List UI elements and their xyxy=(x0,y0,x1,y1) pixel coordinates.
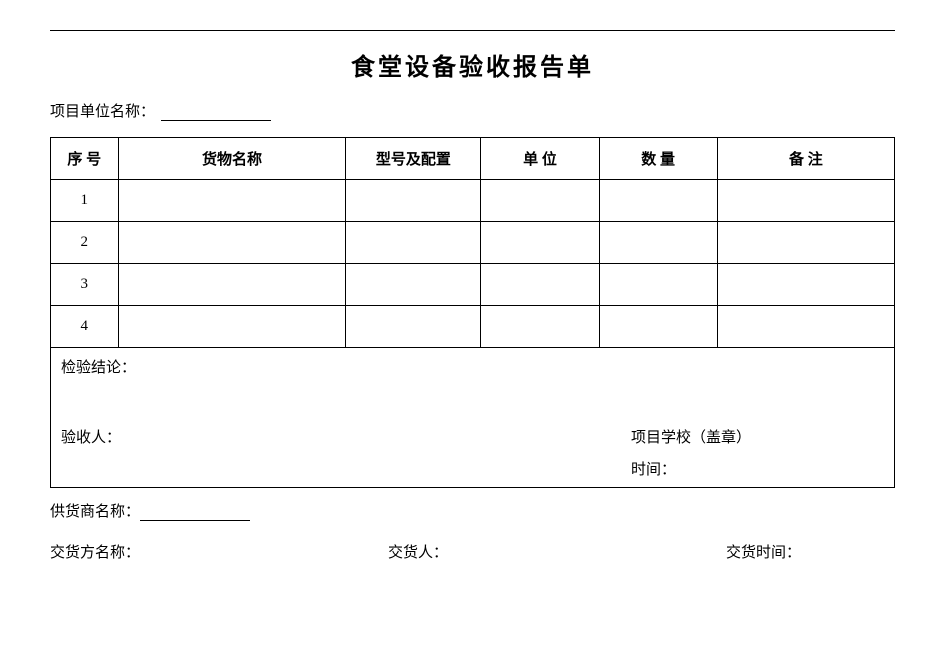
conclusion-cell: 检验结论： 验收人： 项目学校（盖章） 时间： xyxy=(51,348,895,488)
conclusion-label: 检验结论： xyxy=(61,356,136,377)
cell-unit xyxy=(481,180,599,222)
cell-qty xyxy=(599,264,717,306)
table-header-row: 序 号 货物名称 型号及配置 单 位 数 量 备 注 xyxy=(51,138,895,180)
table-row: 2 xyxy=(51,222,895,264)
col-header-seq: 序 号 xyxy=(51,138,119,180)
col-header-qty: 数 量 xyxy=(599,138,717,180)
conclusion-time-label: 时间： xyxy=(631,458,676,479)
cell-qty xyxy=(599,222,717,264)
delivery-person-label: 交货人： xyxy=(388,541,726,562)
cell-model xyxy=(346,264,481,306)
cell-model xyxy=(346,222,481,264)
cell-seq: 2 xyxy=(51,222,119,264)
cell-name xyxy=(118,180,346,222)
cell-model xyxy=(346,306,481,348)
project-unit-label: 项目单位名称： xyxy=(50,100,155,121)
cell-name xyxy=(118,264,346,306)
school-seal-label: 项目学校（盖章） xyxy=(631,426,751,447)
cell-model xyxy=(346,180,481,222)
col-header-unit: 单 位 xyxy=(481,138,599,180)
delivery-row: 交货方名称： 交货人： 交货时间： xyxy=(50,541,895,562)
document-title: 食堂设备验收报告单 xyxy=(50,47,895,82)
cell-seq: 1 xyxy=(51,180,119,222)
cell-unit xyxy=(481,306,599,348)
supplier-label: 供货商名称： xyxy=(50,500,140,521)
table-row: 4 xyxy=(51,306,895,348)
cell-seq: 3 xyxy=(51,264,119,306)
top-horizontal-rule xyxy=(50,30,895,31)
cell-remark xyxy=(717,264,894,306)
project-unit-underline xyxy=(161,103,271,121)
cell-unit xyxy=(481,264,599,306)
acceptance-table: 序 号 货物名称 型号及配置 单 位 数 量 备 注 1 2 3 xyxy=(50,137,895,488)
below-table-section: 供货商名称： 交货方名称： 交货人： 交货时间： xyxy=(50,500,895,562)
acceptor-label: 验收人： xyxy=(61,426,121,447)
delivery-party-label: 交货方名称： xyxy=(50,541,388,562)
conclusion-row: 检验结论： 验收人： 项目学校（盖章） 时间： xyxy=(51,348,895,488)
col-header-model: 型号及配置 xyxy=(346,138,481,180)
table-row: 3 xyxy=(51,264,895,306)
cell-name xyxy=(118,306,346,348)
supplier-underline xyxy=(140,503,250,521)
project-unit-row: 项目单位名称： xyxy=(50,100,895,121)
col-header-name: 货物名称 xyxy=(118,138,346,180)
cell-name xyxy=(118,222,346,264)
delivery-time-label: 交货时间： xyxy=(726,541,895,562)
table-row: 1 xyxy=(51,180,895,222)
supplier-row: 供货商名称： xyxy=(50,500,895,521)
col-header-remark: 备 注 xyxy=(717,138,894,180)
cell-seq: 4 xyxy=(51,306,119,348)
cell-remark xyxy=(717,306,894,348)
cell-remark xyxy=(717,180,894,222)
cell-qty xyxy=(599,180,717,222)
cell-remark xyxy=(717,222,894,264)
cell-qty xyxy=(599,306,717,348)
cell-unit xyxy=(481,222,599,264)
